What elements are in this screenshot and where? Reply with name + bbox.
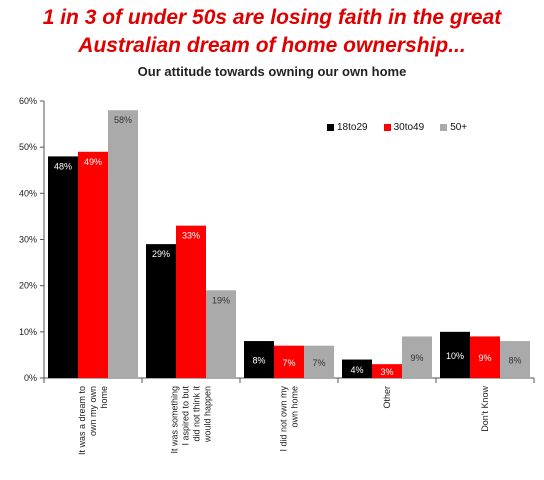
legend-item-30to49: 30to49 (383, 122, 425, 133)
data-label: 7% (312, 358, 325, 368)
legend-label-50plus: 50+ (450, 122, 468, 133)
bar (244, 341, 274, 378)
data-label: 29% (152, 249, 170, 259)
data-label: 48% (54, 161, 72, 171)
data-label: 49% (84, 157, 102, 167)
x-category-label: Don't Know (480, 386, 490, 432)
bar (274, 345, 304, 378)
y-tick-label: 0% (24, 373, 37, 383)
legend-swatch-50plus (440, 124, 448, 131)
legend-label-18to29: 18to29 (337, 122, 368, 133)
data-label: 10% (446, 351, 464, 361)
data-label: 4% (350, 365, 363, 375)
bar (402, 336, 432, 378)
bar (470, 336, 500, 378)
legend-item-18to29: 18to29 (327, 122, 368, 133)
legend-item-50plus: 50+ (440, 122, 467, 133)
data-label: 3% (380, 367, 393, 377)
x-category-label: I did not own myown home (279, 386, 300, 452)
headline-line-1: 1 in 3 of under 50s are losing faith in … (42, 6, 502, 29)
bar (372, 364, 402, 378)
data-label: 7% (282, 358, 295, 368)
x-category-label: Other (382, 386, 392, 409)
data-label: 9% (478, 353, 491, 363)
data-label: 9% (410, 353, 423, 363)
bar (108, 110, 138, 378)
bar (48, 156, 78, 378)
y-tick-label: 30% (19, 235, 37, 245)
bar (304, 345, 334, 378)
bar (146, 244, 176, 378)
legend-swatch-18to29 (327, 124, 334, 131)
y-tick-label: 20% (19, 281, 37, 291)
legend-swatch-30to49 (383, 124, 391, 131)
y-tick-label: 50% (19, 142, 37, 152)
y-tick-label: 60% (19, 96, 37, 106)
bar (176, 225, 206, 378)
chart-title: Our attitude towards owning our own home (137, 64, 407, 79)
bar (78, 151, 108, 378)
data-label: 8% (252, 356, 265, 366)
y-tick-label: 10% (19, 327, 37, 337)
bar (440, 331, 470, 378)
legend-label-30to49: 30to49 (393, 122, 425, 133)
data-label: 33% (182, 231, 200, 241)
bar (342, 359, 372, 378)
bar (500, 341, 530, 378)
bar (206, 290, 236, 378)
x-category-label: It was somethingI aspired to butdid not … (170, 386, 213, 454)
data-label: 8% (508, 356, 521, 366)
y-tick-label: 40% (19, 188, 37, 198)
headline-line-2: Australian dream of home ownership... (78, 34, 466, 57)
chart-legend: 18to29 30to49 50+ (327, 122, 467, 133)
data-label: 19% (212, 295, 230, 305)
x-category-label: It was a dream toown my ownhome (77, 386, 109, 455)
data-label: 58% (114, 115, 132, 125)
